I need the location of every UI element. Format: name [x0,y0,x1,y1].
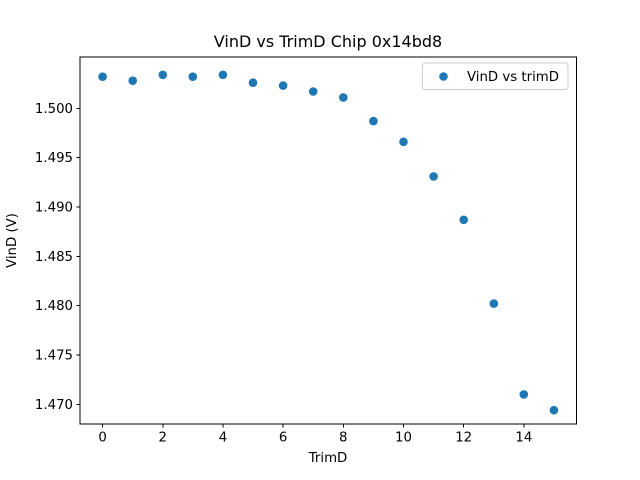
legend: VinD vs trimD [422,62,569,90]
y-tick-label: 1.490 [35,200,73,215]
legend-label: VinD vs trimD [467,70,559,85]
data-point [218,70,228,80]
chart-title: VinD vs TrimD Chip 0x14bd8 [214,32,442,51]
y-axis-ticks: 1.470 1.475 1.480 1.485 1.490 1.495 1.500 [35,102,80,413]
data-point [278,81,288,90]
data-point [429,172,438,181]
x-axis-ticks: 0 2 4 6 8 10 12 14 [98,424,532,446]
x-tick-label: 8 [339,431,347,446]
data-points [98,70,559,415]
y-tick-label: 1.495 [35,151,73,166]
y-tick-label: 1.500 [35,102,73,117]
data-point [248,78,258,87]
y-tick-label: 1.470 [35,398,73,413]
data-point [399,137,408,147]
data-point [459,215,469,225]
x-tick-label: 0 [98,431,106,446]
y-tick-label: 1.485 [35,250,73,265]
x-tick-label: 4 [219,431,227,446]
data-point [308,87,318,96]
data-point [188,72,198,81]
x-tick-label: 2 [159,431,167,446]
data-point [369,116,378,126]
data-point [98,72,107,81]
data-point [489,299,499,308]
legend-marker-icon [439,72,448,81]
x-tick-label: 10 [395,431,412,446]
y-axis-label: VinD (V) [5,213,20,268]
data-point [339,93,348,102]
y-tick-label: 1.480 [35,299,73,314]
data-point [549,405,559,415]
y-tick-label: 1.475 [35,348,73,363]
x-tick-label: 12 [455,431,472,446]
x-axis-label: TrimD [308,451,348,466]
plot-area [79,56,577,425]
x-tick-label: 14 [515,431,532,446]
data-point [128,76,137,85]
data-point [519,390,529,399]
legend-box [422,62,569,90]
x-tick-label: 6 [279,431,287,446]
data-point [158,70,168,80]
